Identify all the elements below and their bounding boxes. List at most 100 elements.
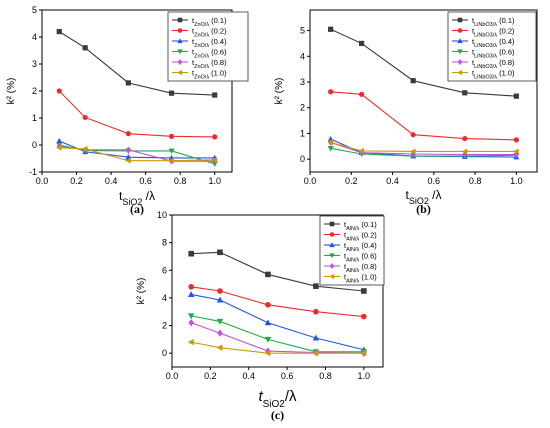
series-1	[328, 26, 519, 99]
legend-swatch-marker	[457, 49, 463, 55]
chart-panel-2: 0.0 0.2 0.4 0.6 0.8 1.0 0 1 2 3 4 5 tSiO2 /λ k² (%) (b…	[274, 9, 538, 216]
series-6	[56, 144, 218, 164]
y-axis-label: k² (%)	[274, 78, 285, 105]
x-tick-label: 0.8	[174, 176, 187, 186]
series-5	[328, 139, 519, 158]
data-point	[82, 114, 88, 121]
series-5	[188, 319, 367, 357]
x-tick-label: 0.2	[70, 176, 83, 186]
data-point	[327, 139, 333, 146]
series-line	[330, 141, 517, 152]
legend-label: tLiNbO3/λ (1.0)	[472, 68, 515, 80]
data-point	[358, 40, 365, 47]
legend-label: tAlN/λ (0.4)	[344, 241, 377, 253]
data-point	[410, 132, 416, 138]
x-tick-label: 0.0	[166, 371, 179, 381]
x-tick-label: 0.4	[105, 176, 118, 186]
x-tick-label: 0.2	[204, 371, 217, 381]
data-point	[125, 146, 131, 154]
chart-panel-1: 0.0 0.2 0.4 0.6 0.8 1.0 -1 0 1 2 3 4 5 tSiO2 /λ k² (%)…	[6, 5, 249, 216]
legend-swatch-marker	[177, 17, 183, 23]
chart-panel-3: 0.0 0.2 0.4 0.6 0.8 1.0 0 2 4 6 8 10 tSiO2/λ k² (%) (c…	[136, 210, 385, 422]
data-point	[212, 134, 218, 140]
x-axis-label: tSiO2 /λ	[119, 189, 155, 207]
data-point	[410, 78, 416, 84]
legend-label: tZnO/λ (0.6)	[192, 47, 227, 59]
y-tick-label: 0	[300, 154, 305, 164]
legend-swatch-marker	[457, 28, 463, 33]
series-3	[187, 291, 368, 353]
data-point	[216, 344, 223, 351]
legend-swatch-marker	[329, 253, 335, 259]
series-line	[330, 141, 517, 156]
series-6	[187, 338, 367, 357]
x-tick-label: 1.0	[358, 371, 371, 381]
legend-label: tZnO/λ (0.8)	[192, 58, 227, 70]
y-tick-label: 6	[162, 265, 167, 275]
data-point	[360, 349, 367, 357]
data-point	[56, 88, 62, 94]
data-point	[187, 313, 195, 320]
series-4	[56, 142, 218, 168]
legend-label: tZnO/λ (0.2)	[192, 26, 227, 38]
legend-swatch-marker	[457, 17, 463, 23]
x-axis-label: tSiO2/λ	[258, 388, 297, 410]
x-tick-label: 0.4	[386, 176, 399, 186]
data-point	[82, 45, 88, 51]
series-2	[188, 284, 367, 320]
legend-label: tLiNbO3/λ (0.6)	[472, 47, 515, 59]
series-line	[58, 90, 215, 138]
legend-swatch-marker	[329, 242, 335, 248]
data-point	[82, 146, 88, 153]
legend-swatch-marker	[457, 69, 463, 76]
data-point	[125, 154, 132, 160]
y-tick-label: 4	[300, 51, 305, 61]
x-tick-label: 1.0	[208, 176, 221, 186]
data-point	[513, 148, 519, 155]
data-point	[187, 338, 194, 346]
data-point	[312, 334, 320, 341]
series-1	[188, 249, 367, 294]
data-point	[168, 157, 174, 164]
data-point	[217, 249, 223, 256]
data-point	[216, 296, 224, 303]
legend-swatch-marker	[177, 38, 183, 44]
data-point	[358, 149, 365, 157]
y-tick-label: 3	[32, 59, 37, 69]
x-tick-label: 0.0	[36, 176, 49, 186]
plot-frame	[309, 9, 538, 173]
series-line	[330, 91, 517, 141]
y-axis-label: k² (%)	[6, 78, 17, 105]
y-tick-label: 10	[157, 210, 167, 220]
legend-swatch-marker	[457, 38, 463, 44]
data-point	[462, 135, 468, 142]
y-tick-label: 5	[32, 5, 37, 15]
legend-label: tZnO/λ (0.4)	[192, 37, 227, 49]
x-tick-label: 0.6	[428, 176, 441, 186]
data-point	[313, 283, 319, 289]
data-point	[125, 157, 131, 164]
data-point	[358, 147, 364, 154]
legend: tZnO/λ (0.1)tZnO/λ (0.2)tZnO/λ (0.4)tZnO…	[167, 11, 249, 82]
data-point	[168, 133, 175, 139]
series-5	[56, 142, 218, 165]
data-point	[264, 336, 272, 343]
legend-label: tAlN/λ (0.2)	[344, 230, 377, 242]
panel-label: (c)	[271, 408, 284, 422]
legend-swatch-marker	[457, 59, 463, 65]
data-point	[264, 349, 271, 357]
data-point	[410, 148, 416, 155]
x-tick-label: 0.8	[469, 176, 482, 186]
data-point	[188, 250, 194, 257]
legend-label: tAlN/λ (0.8)	[344, 262, 377, 274]
data-point	[211, 156, 218, 163]
legend-box	[319, 215, 385, 286]
data-point	[56, 137, 63, 144]
legend-swatch-marker	[329, 273, 335, 280]
y-tick-label: 2	[162, 321, 167, 331]
data-point	[212, 92, 218, 98]
y-tick-label: 2	[300, 103, 305, 113]
legend: tLiNbO3/λ (0.1)tLiNbO3/λ (0.2)tLiNbO3/λ …	[447, 11, 537, 82]
legend-label: tAlN/λ (0.6)	[344, 251, 377, 263]
data-point	[327, 146, 334, 152]
